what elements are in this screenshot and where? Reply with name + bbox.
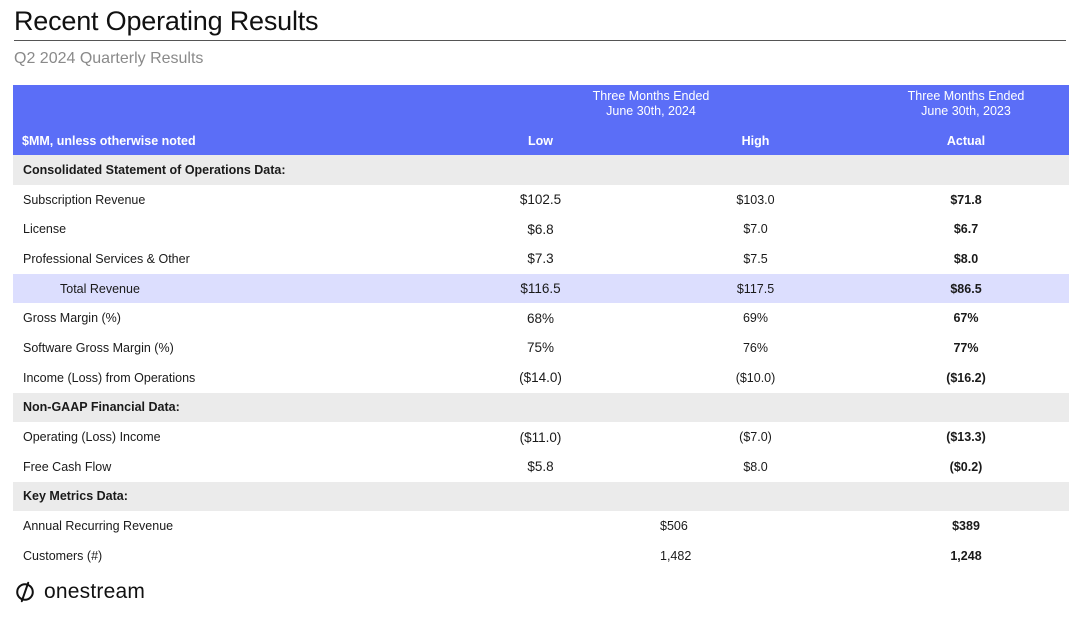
cell-actual: $389 [952,519,980,534]
section-header-row: Consolidated Statement of Operations Dat… [13,155,1069,185]
cell-low: 68% [526,310,555,326]
table-header: Three Months Ended June 30th, 2024 Three… [13,85,1069,155]
cell-high: $7.0 [743,222,768,237]
row-label: Total Revenue [60,281,140,296]
cell-actual: $86.5 [950,281,982,296]
footer-brand: onestream [14,580,145,604]
cell-high: ($7.0) [739,430,772,445]
table-row: Operating (Loss) Income ($11.0) ($7.0) ($13… [13,422,1069,452]
cell-actual: ($0.2) [949,459,983,474]
table-row: Annual Recurring Revenue $506 $389 [13,511,1069,541]
cell-low: 75% [526,340,555,356]
table-row: Free Cash Flow $5.8 $8.0 ($0.2) [13,452,1069,482]
table-row: Customers (#) 1,482 1,248 [13,541,1069,571]
section-label: Non-GAAP Financial Data: [23,400,180,415]
cell-high: 1,482 [660,548,692,563]
section-header-row: Non-GAAP Financial Data: [13,392,1069,423]
page-title: Recent Operating Results [14,6,319,36]
table-row: Subscription Revenue $102.5 $103.0 $71.8 [13,185,1069,215]
row-label: Software Gross Margin (%) [23,340,174,355]
cell-high: 76% [742,340,769,355]
table-row: Professional Services & Other $7.3 $7.5 $8.… [13,244,1069,274]
page-subtitle: Q2 2024 Quarterly Results [14,50,204,67]
row-label: Income (Loss) from Operations [23,370,196,385]
section-label: Key Metrics Data: [23,489,128,504]
cell-actual: $6.7 [953,222,979,237]
cell-low: $116.5 [520,281,561,297]
cell-high: $8.0 [743,459,768,474]
header-spacer [13,85,473,126]
cell-high: $103.0 [736,192,775,207]
cell-low: ($11.0) [519,429,562,445]
table-row: Income (Loss) from Operations ($14.0) ($10… [13,363,1069,393]
cell-low: $102.5 [519,192,562,208]
cell-actual: ($13.3) [946,430,986,445]
row-label: License [23,222,67,237]
cell-actual: $8.0 [953,251,979,266]
cell-low [473,511,688,541]
cell-actual: $71.8 [950,192,982,207]
cell-low: $6.8 [527,221,554,237]
table-row: License $6.8 $7.0 $6.7 [13,214,1069,244]
table-row: Software Gross Margin (%) 75% 76% 77% [13,333,1069,363]
group-header-guidance-text: Three Months Ended June 30th, 2024 [592,89,710,118]
cell-actual: 67% [953,311,979,326]
cell-high: ($10.0) [735,370,776,385]
row-label: Free Cash Flow [23,459,112,474]
cell-actual: 1,248 [950,548,982,563]
row-label: Gross Margin (%) [23,311,121,326]
title-divider [14,40,1066,41]
section-label: Consolidated Statement of Operations Dat… [23,162,286,177]
row-label: Annual Recurring Revenue [23,519,174,534]
column-header-high: High [741,133,770,148]
cell-high: $117.5 [736,281,775,296]
group-header-prior-text: Three Months Ended June 30th, 2023 [907,89,1025,118]
cell-low: ($14.0) [519,370,562,386]
group-header-guidance: Three Months Ended June 30th, 2024 [473,85,863,126]
cell-low: $7.3 [527,251,554,267]
group-header-prior: Three Months Ended June 30th, 2023 [863,85,1069,126]
cell-high: $506 [660,519,688,534]
cell-actual: 77% [953,340,979,355]
cell-low: $5.8 [527,459,554,475]
brand-wordmark: onestream [44,580,146,603]
cell-high: $7.5 [743,251,768,266]
column-header-actual: Actual [946,133,986,148]
row-label: Professional Services & Other [23,251,190,266]
cell-actual: ($16.2) [946,370,986,385]
cell-high: 69% [742,311,769,326]
table-body: Consolidated Statement of Operations Dat… [13,155,1069,571]
section-header-row: Key Metrics Data: [13,481,1069,512]
column-header-label: $MM, unless otherwise noted [22,133,196,148]
row-label: Subscription Revenue [23,192,146,207]
column-header-low: Low [528,133,553,148]
row-label: Customers (#) [23,548,103,563]
cell-low [473,541,688,571]
operating-results-table: Three Months Ended June 30th, 2024 Three… [13,85,1069,571]
row-label: Operating (Loss) Income [23,430,161,445]
onestream-logo-icon [16,581,34,603]
total-row: Total Revenue $116.5 $117.5 $86.5 [13,273,1069,304]
table-row: Gross Margin (%) 68% 69% 67% [13,303,1069,333]
